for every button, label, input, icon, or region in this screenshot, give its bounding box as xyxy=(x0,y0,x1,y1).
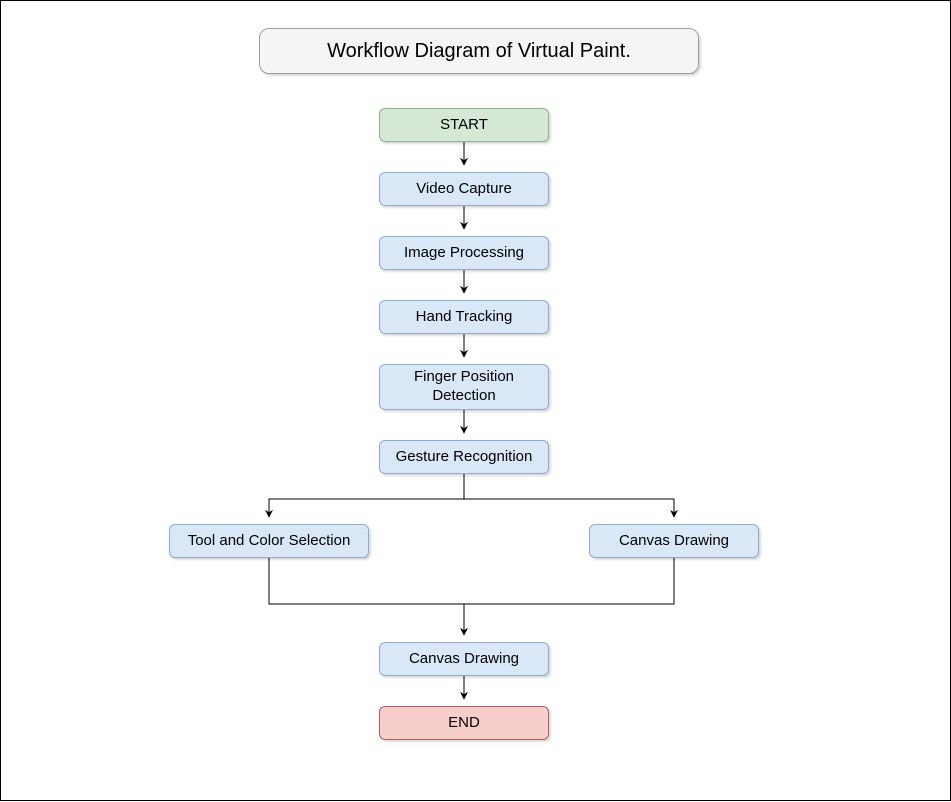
node-cdraw1: Canvas Drawing xyxy=(589,524,759,558)
edge xyxy=(464,558,674,604)
node-cdraw2: Canvas Drawing xyxy=(379,642,549,676)
node-end: END xyxy=(379,706,549,740)
diagram-canvas: Workflow Diagram of Virtual Paint. START V… xyxy=(0,0,951,801)
edge xyxy=(464,474,674,517)
node-finger: Finger Position Detection xyxy=(379,364,549,410)
edge xyxy=(269,474,464,517)
node-hand: Hand Tracking xyxy=(379,300,549,334)
edge xyxy=(269,558,464,635)
node-gesture: Gesture Recognition xyxy=(379,440,549,474)
node-start: START xyxy=(379,108,549,142)
node-title: Workflow Diagram of Virtual Paint. xyxy=(259,28,699,74)
node-capture: Video Capture xyxy=(379,172,549,206)
node-imgproc: Image Processing xyxy=(379,236,549,270)
node-tool: Tool and Color Selection xyxy=(169,524,369,558)
